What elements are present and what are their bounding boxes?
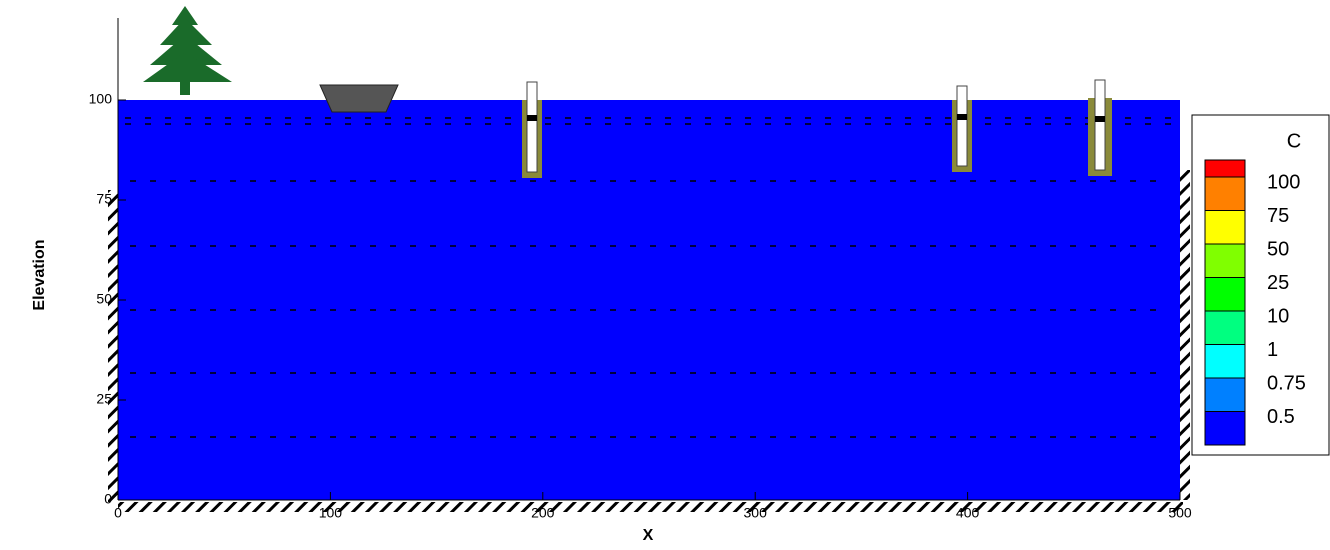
- legend-label: 25: [1267, 272, 1289, 294]
- legend-label: 0.75: [1267, 372, 1306, 394]
- pond-icon: [320, 85, 398, 112]
- legend-swatch: [1205, 378, 1245, 412]
- legend-swatch: [1205, 211, 1245, 245]
- legend-label: 50: [1267, 238, 1289, 260]
- y-tick-label: 25: [96, 391, 112, 407]
- bottom-boundary: [118, 502, 1183, 512]
- legend-label: 0.5: [1267, 406, 1295, 428]
- y-tick-label: 0: [104, 491, 112, 507]
- page: {"chart_data": {"type": "contour", "x_la…: [0, 0, 1330, 550]
- chart: X Elevation C 01002003004005000255075100…: [0, 0, 1330, 550]
- legend-title: C: [1287, 130, 1301, 152]
- x-tick-label: 300: [744, 505, 768, 521]
- legend-swatch: [1205, 244, 1245, 278]
- legend-label: 1: [1267, 339, 1278, 361]
- y-tick-label: 100: [89, 91, 113, 107]
- legend-swatch: [1205, 278, 1245, 312]
- y-axis-label: Elevation: [31, 239, 48, 310]
- legend-swatch: [1205, 345, 1245, 379]
- legend-label: 100: [1267, 171, 1300, 193]
- x-tick-label: 0: [114, 505, 122, 521]
- legend-swatch: [1205, 412, 1245, 446]
- x-tick-label: 500: [1168, 505, 1192, 521]
- right-boundary: [1180, 170, 1190, 500]
- plot-area: [118, 100, 1180, 500]
- x-tick-label: 200: [531, 505, 555, 521]
- tree-icon: [143, 6, 232, 95]
- x-tick-label: 400: [956, 505, 980, 521]
- legend-label: 10: [1267, 305, 1289, 327]
- legend-swatch: [1205, 311, 1245, 345]
- legend-label: 75: [1267, 205, 1289, 227]
- legend-swatch: [1205, 177, 1245, 211]
- left-boundary: [108, 190, 118, 502]
- y-tick-label: 50: [96, 291, 112, 307]
- y-tick-label: 75: [96, 191, 112, 207]
- legend-swatch: [1205, 160, 1245, 177]
- x-tick-label: 100: [319, 505, 343, 521]
- concentration-field: [118, 100, 1180, 500]
- x-axis-label: X: [643, 527, 654, 544]
